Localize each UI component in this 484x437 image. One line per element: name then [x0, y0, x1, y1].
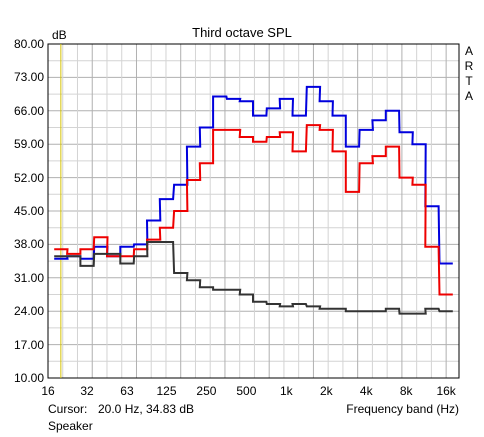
x-tick-label: 8k — [399, 384, 413, 398]
brand-letter: A — [464, 89, 473, 103]
brand-letter: R — [464, 59, 474, 73]
cursor-readout: 20.0 Hz, 34.83 dB — [98, 402, 195, 416]
series-line-3 — [54, 241, 453, 315]
y-tick-label: 45.00 — [13, 204, 44, 218]
y-tick-label: 73.00 — [13, 70, 44, 85]
series-group — [54, 85, 453, 315]
footer-label: Speaker — [48, 419, 93, 433]
plot-frame — [47, 43, 460, 379]
brand-letter: T — [465, 74, 473, 88]
x-axis-label: Frequency band (Hz) — [346, 402, 459, 416]
x-tick-label: 1k — [279, 384, 293, 398]
y-tick-label: 10.00 — [13, 371, 44, 385]
y-tick-label: 66.00 — [13, 103, 44, 118]
x-tick-label: 32 — [80, 384, 94, 398]
grid — [48, 44, 459, 378]
x-tick-label: 16k — [436, 384, 456, 398]
x-tick-label: 63 — [120, 384, 134, 398]
chart-title: Third octave SPL — [192, 25, 292, 40]
y-tick-label: 80.00 — [13, 37, 44, 51]
series-line-2 — [54, 124, 453, 296]
brand-letter: A — [464, 44, 473, 58]
cursor-label: Cursor: — [48, 402, 88, 416]
x-tick-label: 125 — [156, 384, 177, 398]
y-tick-label: 31.00 — [13, 270, 44, 285]
x-tick-label: 500 — [236, 384, 257, 398]
y-tick-label: 59.00 — [13, 137, 44, 152]
y-tick-label: 52.00 — [13, 170, 44, 185]
x-tick-label: 16 — [41, 384, 55, 398]
x-tick-label: 250 — [196, 384, 217, 398]
x-tick-label: 4k — [359, 384, 373, 398]
series-line-1 — [54, 85, 453, 265]
y-axis-label: dB — [52, 28, 67, 42]
y-tick-label: 17.00 — [13, 337, 44, 352]
y-tick-label: 24.00 — [13, 304, 44, 319]
y-tick-label: 38.00 — [13, 237, 44, 252]
x-tick-label: 2k — [319, 384, 333, 398]
